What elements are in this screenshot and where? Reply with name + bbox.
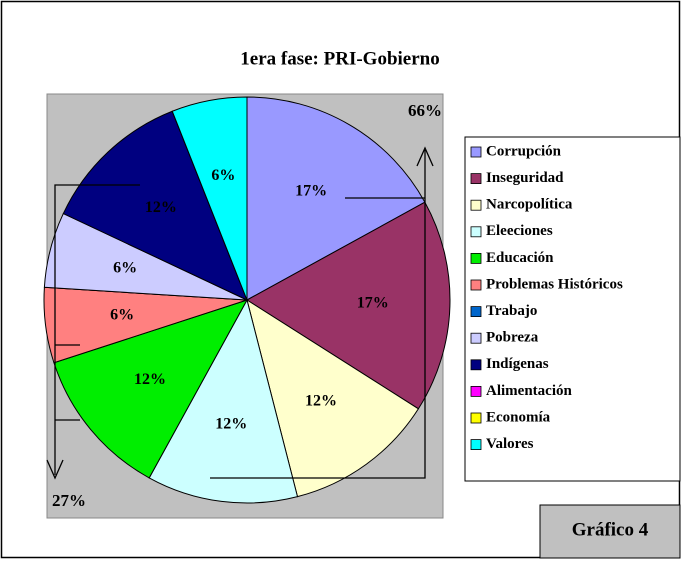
data-label: 6%: [211, 167, 235, 184]
brackets: [46, 146, 434, 480]
legend-swatch: [470, 306, 482, 318]
pie-slice: [53, 299, 249, 479]
data-label: 17%: [295, 182, 327, 199]
legend-label: Inseguridad: [486, 170, 564, 186]
legend-swatch: [470, 359, 482, 371]
data-label: 12%: [215, 416, 247, 433]
bracket-line: [54, 184, 140, 475]
legend: Corrupción Inseguridad Narcopolítica Eleeci…: [470, 143, 623, 452]
chart-title: 1era fase: PRI-Gobierno: [240, 48, 439, 69]
data-label: 17%: [357, 295, 389, 312]
legend-label: Trabajo: [486, 303, 537, 319]
legend-label: Pobreza: [486, 330, 539, 346]
pie-slice: [246, 201, 451, 410]
legend-label: Eleeciones: [486, 223, 553, 239]
legend-label: Corrupción: [486, 143, 562, 159]
arrow-head: [46, 459, 64, 480]
data-label: 12%: [305, 392, 337, 409]
arrow-head: [416, 146, 434, 167]
data-label: 12%: [134, 371, 166, 388]
legend-swatch: [470, 146, 482, 158]
caption: Gráfico 4: [572, 519, 649, 540]
legend-swatch: [470, 173, 482, 185]
caption-box: [539, 504, 681, 559]
legend-label: Valores: [486, 436, 534, 452]
legend-swatch: [470, 385, 482, 397]
legend-swatch: [470, 226, 482, 238]
data-label: 6%: [110, 306, 134, 323]
legend-label: Alimentación: [486, 383, 572, 399]
legend-label: Indígenas: [486, 356, 549, 372]
legend-swatch: [470, 439, 482, 451]
pie-slice: [246, 96, 426, 301]
legend-label: Economía: [486, 409, 551, 425]
legend-label: Narcopolítica: [486, 197, 573, 213]
data-label: 12%: [145, 199, 177, 216]
pie: 17% 17% 12% 12% 12% 6% 6% 12% 6%: [43, 96, 451, 504]
legend-label: Problemas Históricos: [486, 276, 623, 292]
pie-slice: [171, 96, 248, 301]
pie-slice: [246, 298, 420, 498]
legend-label: Educación: [486, 250, 554, 266]
legend-swatch: [470, 199, 482, 211]
annotation: 66%: [408, 101, 442, 120]
legend-swatch: [470, 279, 482, 291]
bracket-line: [210, 150, 426, 479]
pie-slice: [148, 298, 299, 504]
legend-swatch: [470, 252, 482, 264]
pie-slice: [62, 110, 248, 301]
legend-box: [464, 136, 681, 482]
annotation: 27%: [52, 491, 86, 510]
legend-swatch: [470, 412, 482, 424]
legend-swatch: [470, 332, 482, 344]
data-label: 6%: [113, 259, 137, 276]
